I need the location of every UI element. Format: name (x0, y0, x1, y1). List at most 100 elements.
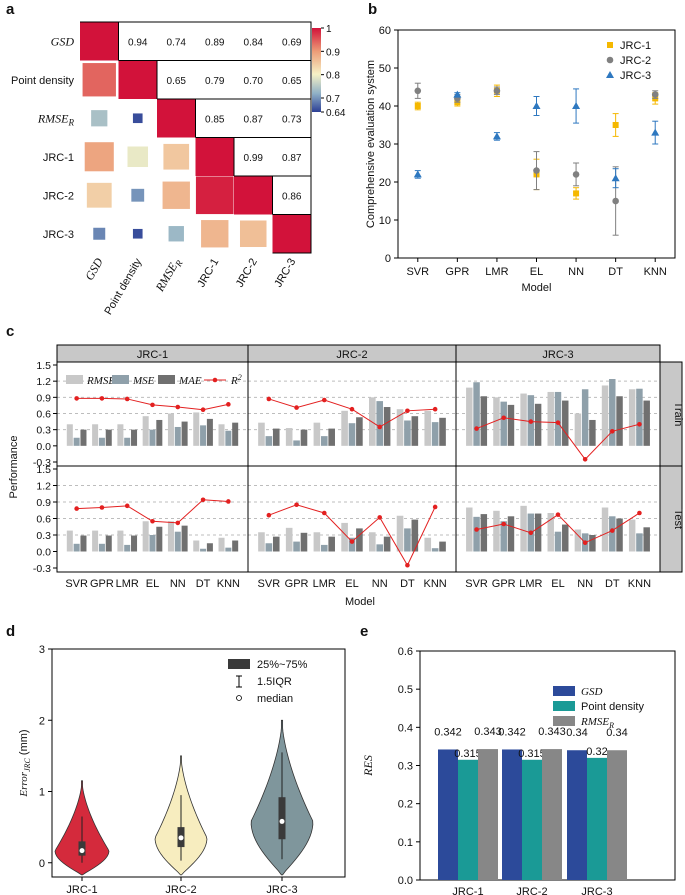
y-tick-label: 1.2 (36, 376, 51, 388)
metric-bar (356, 417, 363, 446)
facet-frame (455, 465, 661, 573)
x-tick-label: NN (577, 578, 593, 590)
label-main: Error (18, 771, 30, 797)
legend-box-swatch (228, 659, 250, 669)
r2-point (555, 512, 561, 517)
colorbar (312, 28, 321, 112)
x-tick-label: EL (345, 578, 358, 590)
heatmap-value-label: 0.69 (282, 37, 302, 48)
metric-bar (589, 535, 596, 552)
y-tick-label: 0.6 (398, 646, 413, 658)
metric-bar (167, 413, 174, 446)
x-tick-label: EL (530, 266, 543, 278)
metric-bar (628, 519, 636, 552)
r2-point (637, 421, 642, 427)
legend-label: R2 (230, 373, 242, 387)
heatmap-value-label: 0.74 (167, 37, 187, 48)
metric-bar (574, 529, 582, 552)
metric-bar (272, 428, 280, 446)
metric-bar (348, 423, 356, 446)
metric-bar (131, 535, 138, 552)
legend-swatch (158, 375, 175, 384)
metric-bar (554, 531, 562, 552)
heatmap-square (201, 220, 229, 248)
x-tick-label: DT (608, 266, 623, 278)
panel-label-d: d (6, 623, 15, 640)
metric-bar (174, 531, 181, 552)
r2-point (349, 539, 355, 544)
metric-bar (547, 391, 554, 446)
r2-point (150, 402, 155, 408)
metric-bar (424, 410, 432, 446)
y-tick-label: 0.3 (398, 761, 413, 773)
panel-label-b: b (368, 1, 377, 18)
metric-bar (356, 528, 363, 552)
metric-bar (493, 397, 500, 446)
performance-bar-grid: JRC-1 JRC-2 JRC-3 Train Test 1.5 1.2 0.9 0.6 0.3 0… (8, 344, 684, 608)
metric-bar (493, 510, 500, 552)
x-tick-label: JRC-1 (66, 884, 97, 895)
legend-marker (607, 42, 613, 48)
legend-label: GSD (581, 686, 602, 698)
r2-point (501, 415, 507, 421)
r2-point (501, 521, 507, 527)
metric-bar (92, 530, 99, 552)
x-tick-label: KNN (628, 578, 651, 590)
legend-swatch (553, 716, 575, 726)
heatmap-col-label: Point density (102, 256, 144, 317)
metric-bar (232, 422, 239, 446)
x-tick-label: LMR (313, 578, 336, 590)
metric-bar (156, 526, 163, 552)
metric-bar (628, 389, 636, 446)
r2-point (266, 512, 272, 518)
median-marker (279, 818, 285, 824)
metric-bar (328, 536, 335, 552)
metric-bar (117, 530, 124, 552)
plot-frame (51, 648, 346, 878)
bar-value-label: 0.342 (498, 726, 526, 738)
heatmap-square (272, 214, 311, 253)
res-bar-chart: 0.0 0.1 0.2 0.3 0.4 0.5 0.6 RES 0.342 0.315 0.343 J… (361, 646, 676, 895)
y-tick-label: 1.2 (36, 481, 51, 493)
r2-point (226, 402, 231, 407)
facet-column-label: JRC-3 (542, 349, 573, 361)
x-tick-label: EL (551, 578, 564, 590)
legend-marker (606, 56, 614, 64)
heatmap-square (168, 226, 184, 242)
x-axis-title: Model (345, 596, 375, 608)
metric-bar (156, 419, 163, 446)
heatmap-square (163, 143, 190, 170)
bar-value-label: 0.34 (566, 727, 587, 739)
r2-point (99, 396, 105, 401)
y-tick-label: 0.6 (36, 514, 51, 526)
metric-bar (313, 532, 321, 552)
y-tick-label: 0.3 (36, 530, 51, 542)
x-tick-label: LMR (116, 578, 139, 590)
x-tick-label: KNN (644, 266, 667, 278)
metric-bar (200, 548, 207, 552)
heatmap-square (82, 63, 116, 97)
r2-point (528, 419, 534, 424)
bar-value-label: 0.343 (538, 726, 566, 738)
label-subscript: JRC (23, 757, 32, 771)
metric-bar (609, 379, 616, 446)
metric-bar (404, 420, 411, 446)
r2-point (124, 396, 130, 402)
y-tick-label: 0.6 (36, 409, 51, 421)
metric-bar (534, 513, 542, 552)
x-tick-label: SVR (465, 578, 488, 590)
heatmap-square (195, 176, 234, 215)
y-tick-label: 2 (39, 715, 45, 727)
r2-point (321, 397, 327, 403)
heatmap-square (239, 220, 267, 248)
metric-bar (348, 537, 356, 552)
metric-bar (341, 522, 348, 552)
bar-value-label: 0.32 (586, 746, 607, 758)
median-marker (178, 835, 184, 841)
metric-bar (601, 385, 609, 446)
x-tick-label: SVR (65, 578, 88, 590)
r2-point (74, 506, 79, 511)
metric-bar (609, 516, 616, 552)
metric-bar (376, 401, 384, 446)
heatmap-value-label: 0.79 (205, 76, 225, 87)
